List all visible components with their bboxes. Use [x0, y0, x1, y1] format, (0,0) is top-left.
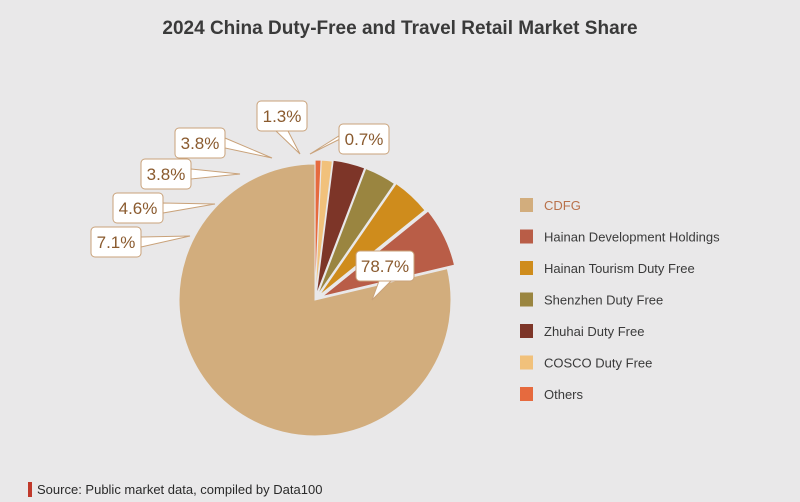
callout-box-0	[355, 250, 415, 282]
callout-box-3	[140, 158, 192, 190]
legend-swatch-3	[520, 292, 533, 307]
pie-slices	[178, 159, 456, 437]
callout-3: 3.8%	[140, 158, 241, 190]
callout-label-0: 78.7%	[361, 257, 409, 276]
callout-1: 7.1%	[90, 226, 191, 258]
callout-6: 0.7%	[309, 123, 390, 155]
callout-label-3: 3.8%	[147, 165, 186, 184]
legend-swatch-1	[520, 229, 533, 244]
legend-swatch-0	[520, 198, 533, 212]
legend-label-6: Others	[544, 387, 584, 402]
callout-label-4: 3.8%	[181, 134, 220, 153]
pie-slice-6	[314, 159, 322, 297]
callout-4: 3.8%	[174, 127, 273, 159]
legend-label-1: Hainan Development Holdings	[544, 230, 720, 245]
callout-label-5: 1.3%	[263, 107, 302, 126]
callout-box-5	[256, 100, 308, 132]
source-marker	[28, 482, 32, 497]
pie-slice-2	[318, 182, 426, 296]
pie-chart: 2024 China Duty-Free and Travel Retail M…	[90, 18, 720, 437]
pie-slice-0	[178, 163, 452, 437]
callout-2: 4.6%	[112, 192, 216, 224]
legend-swatch-4	[520, 324, 533, 338]
source-note: Source: Public market data, compiled by …	[28, 482, 322, 497]
legend-label-4: Zhuhai Duty Free	[544, 324, 644, 339]
legend-swatch-6	[520, 387, 533, 401]
chart-title: 2024 China Duty-Free and Travel Retail M…	[162, 18, 637, 39]
legend-label-0: CDFG	[544, 198, 581, 213]
legend-label-5: COSCO Duty Free	[544, 356, 652, 371]
callout-5: 1.3%	[256, 100, 308, 155]
callout-box-6	[338, 123, 390, 155]
legend-label-2: Hainan Tourism Duty Free	[544, 261, 695, 276]
source-text: Source: Public market data, compiled by …	[37, 482, 323, 497]
callout-box-2	[112, 192, 164, 224]
callout-labels: 78.7% 7.1% 4.6% 3.8% 3.8% 1.3% 0.7%	[90, 100, 415, 301]
callout-0: 78.7%	[355, 250, 415, 301]
legend-label-3: Shenzhen Duty Free	[544, 293, 663, 308]
callout-box-4	[174, 127, 226, 159]
callout-label-2: 4.6%	[119, 199, 158, 218]
legend: CDFG Hainan Development Holdings Hainan To…	[520, 198, 720, 402]
legend-swatch-2	[520, 261, 533, 275]
callout-label-6: 0.7%	[345, 130, 384, 149]
pie-slice-3	[316, 167, 396, 296]
callout-box-1	[90, 226, 142, 258]
callout-label-1: 7.1%	[97, 233, 136, 252]
legend-swatch-5	[520, 355, 533, 370]
pie-slice-4	[315, 159, 366, 296]
